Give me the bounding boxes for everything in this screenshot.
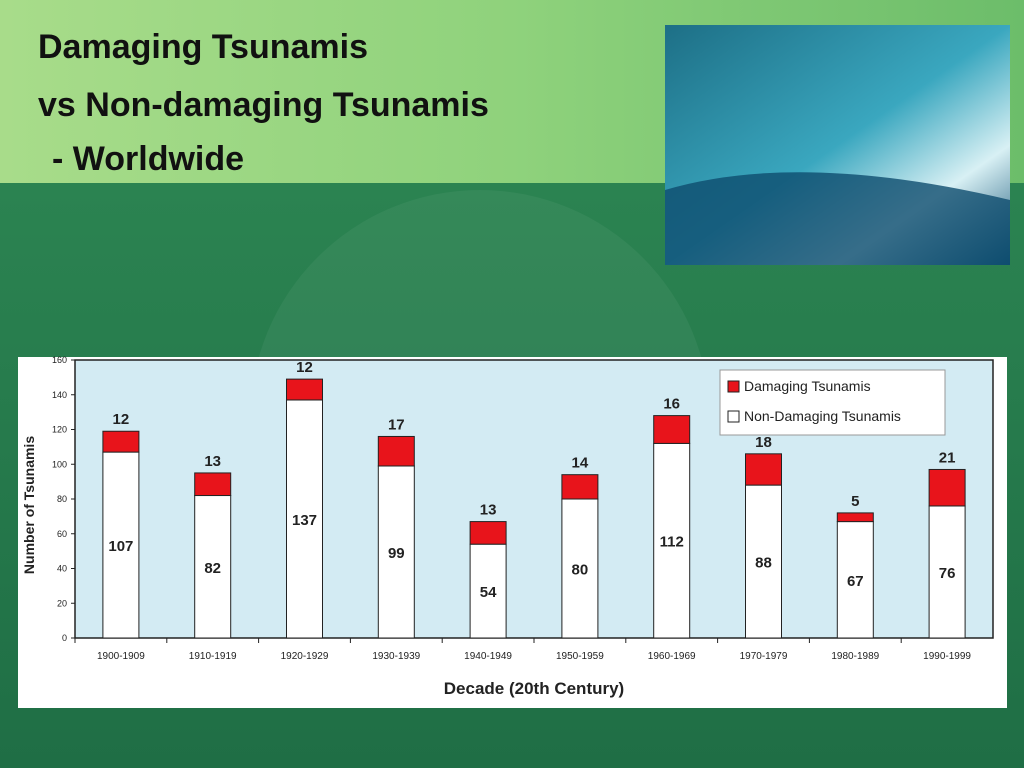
x-tick-label: 1960-1969 <box>648 651 696 662</box>
y-tick-label: 100 <box>52 459 67 469</box>
bar-segment <box>102 430 140 453</box>
x-tick-label: 1970-1979 <box>740 651 788 662</box>
legend-label: Damaging Tsunamis <box>744 378 871 394</box>
data-label: 13 <box>480 502 497 519</box>
y-tick-label: 0 <box>62 633 67 643</box>
y-tick-label: 20 <box>57 598 67 608</box>
x-tick-label: 1900-1909 <box>97 651 145 662</box>
data-label: 76 <box>939 565 956 582</box>
y-tick-label: 140 <box>52 390 67 400</box>
data-label: 5 <box>851 493 859 510</box>
x-axis-label: Decade (20th Century) <box>444 679 624 698</box>
bar-segment <box>377 465 415 639</box>
y-axis-label: Number of Tsunamis <box>21 436 37 574</box>
x-tick-label: 1950-1959 <box>556 651 604 662</box>
wave-water <box>665 172 1010 265</box>
data-label: 17 <box>388 416 405 433</box>
x-tick-label: 1930-1939 <box>372 651 420 662</box>
data-label: 67 <box>847 573 864 590</box>
data-label: 16 <box>663 396 680 413</box>
data-label: 14 <box>572 455 589 472</box>
data-label: 13 <box>204 453 221 470</box>
x-tick-label: 1990-1999 <box>923 651 971 662</box>
bar-segment <box>745 453 782 486</box>
bar-segment <box>561 474 599 500</box>
bar-segment <box>286 378 323 401</box>
x-tick-label: 1920-1929 <box>281 651 329 662</box>
legend-swatch <box>727 380 740 393</box>
legend-box <box>719 369 946 436</box>
y-tick-label: 40 <box>57 564 67 574</box>
y-tick-label: 160 <box>52 355 67 365</box>
bar-segment <box>745 484 782 639</box>
data-label: 12 <box>296 359 313 376</box>
data-label: 12 <box>113 411 130 428</box>
bar-segment <box>194 472 232 497</box>
y-tick-label: 120 <box>52 425 67 435</box>
bar-segment <box>469 543 507 639</box>
data-label: 112 <box>660 534 684 551</box>
bar-segment <box>469 521 507 545</box>
bar-segment <box>928 468 966 507</box>
data-label: 80 <box>572 562 589 579</box>
title-line: Damaging Tsunamis <box>38 28 368 66</box>
x-tick-label: 1940-1949 <box>464 651 512 662</box>
bar-segment <box>653 442 691 639</box>
title-line: - Worldwide <box>52 140 244 178</box>
title-line: vs Non-damaging Tsunamis <box>38 86 489 124</box>
data-label: 88 <box>755 555 772 572</box>
legend-swatch <box>727 410 740 423</box>
bar-segment <box>836 521 874 639</box>
bar-segment <box>836 512 874 523</box>
bar-segment <box>653 415 691 444</box>
y-tick-label: 60 <box>57 529 67 539</box>
bar-segment <box>286 399 323 639</box>
data-label: 21 <box>939 449 956 466</box>
data-label: 54 <box>480 584 497 601</box>
x-tick-label: 1910-1919 <box>189 651 237 662</box>
data-label: 99 <box>388 545 405 562</box>
data-label: 107 <box>108 538 133 555</box>
legend-label: Non-Damaging Tsunamis <box>744 408 901 424</box>
y-tick-label: 80 <box>57 494 67 504</box>
bar-segment <box>928 505 966 639</box>
data-label: 137 <box>292 512 317 529</box>
data-label: 18 <box>755 434 772 451</box>
x-tick-label: 1980-1989 <box>831 651 879 662</box>
data-label: 82 <box>204 560 221 577</box>
bar-segment <box>377 435 415 467</box>
